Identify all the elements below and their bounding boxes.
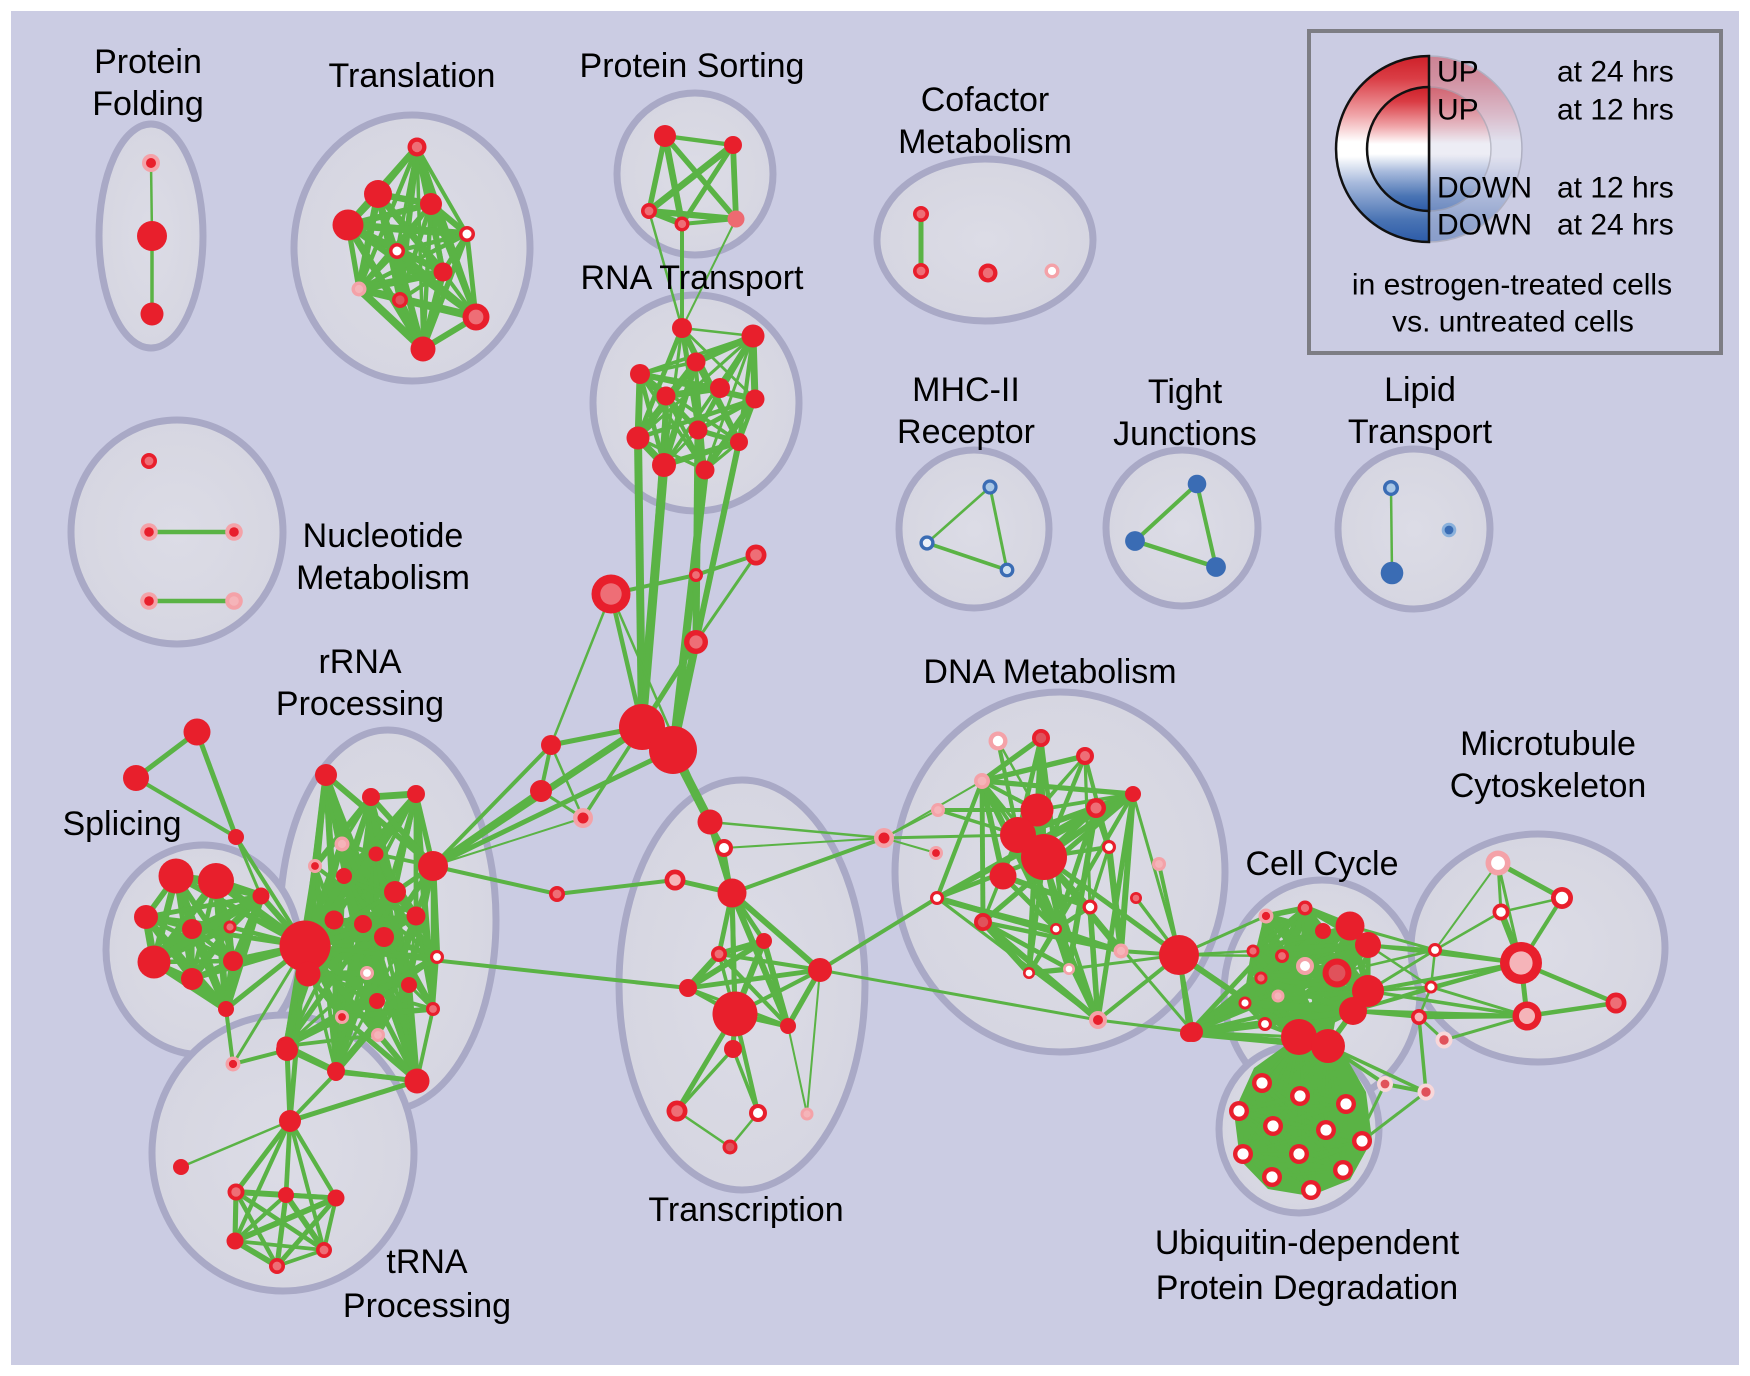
svg-text:Transcription: Transcription bbox=[648, 1191, 843, 1229]
svg-text:Nucleotide: Nucleotide bbox=[303, 517, 464, 555]
svg-text:at 12 hrs: at 12 hrs bbox=[1557, 94, 1674, 127]
svg-text:UP: UP bbox=[1437, 94, 1479, 127]
svg-text:Processing: Processing bbox=[276, 685, 444, 723]
svg-text:DNA Metabolism: DNA Metabolism bbox=[923, 653, 1176, 691]
svg-text:Transport: Transport bbox=[1348, 413, 1493, 451]
svg-text:vs. untreated cells: vs. untreated cells bbox=[1392, 306, 1634, 339]
svg-text:Processing: Processing bbox=[343, 1287, 511, 1325]
svg-text:Tight: Tight bbox=[1148, 373, 1223, 411]
svg-text:Junctions: Junctions bbox=[1113, 415, 1257, 453]
svg-text:DOWN: DOWN bbox=[1437, 172, 1532, 205]
svg-text:at 12 hrs: at 12 hrs bbox=[1557, 172, 1674, 205]
svg-text:MHC-II: MHC-II bbox=[912, 371, 1020, 409]
svg-text:at 24 hrs: at 24 hrs bbox=[1557, 209, 1674, 242]
svg-text:in estrogen-treated cells: in estrogen-treated cells bbox=[1352, 269, 1672, 302]
svg-text:Protein Sorting: Protein Sorting bbox=[580, 47, 805, 85]
svg-text:Protein: Protein bbox=[94, 43, 202, 81]
svg-text:Receptor: Receptor bbox=[897, 413, 1035, 451]
svg-text:rRNA: rRNA bbox=[318, 643, 401, 681]
svg-text:Metabolism: Metabolism bbox=[898, 123, 1072, 161]
svg-text:Microtubule: Microtubule bbox=[1460, 725, 1636, 763]
svg-text:Translation: Translation bbox=[329, 57, 496, 95]
svg-text:Metabolism: Metabolism bbox=[296, 559, 470, 597]
svg-text:DOWN: DOWN bbox=[1437, 209, 1532, 242]
svg-text:Cytoskeleton: Cytoskeleton bbox=[1450, 767, 1647, 805]
svg-text:Folding: Folding bbox=[92, 85, 204, 123]
svg-text:at 24 hrs: at 24 hrs bbox=[1557, 56, 1674, 89]
svg-text:UP: UP bbox=[1437, 56, 1479, 89]
svg-text:tRNA: tRNA bbox=[386, 1243, 468, 1281]
svg-text:RNA Transport: RNA Transport bbox=[581, 259, 805, 297]
svg-text:Lipid: Lipid bbox=[1384, 371, 1456, 409]
svg-text:Cofactor: Cofactor bbox=[921, 81, 1050, 119]
svg-text:Ubiquitin-dependent: Ubiquitin-dependent bbox=[1155, 1224, 1460, 1262]
svg-text:Cell Cycle: Cell Cycle bbox=[1245, 845, 1398, 883]
svg-text:Splicing: Splicing bbox=[62, 805, 181, 843]
svg-text:Protein Degradation: Protein Degradation bbox=[1156, 1269, 1458, 1307]
